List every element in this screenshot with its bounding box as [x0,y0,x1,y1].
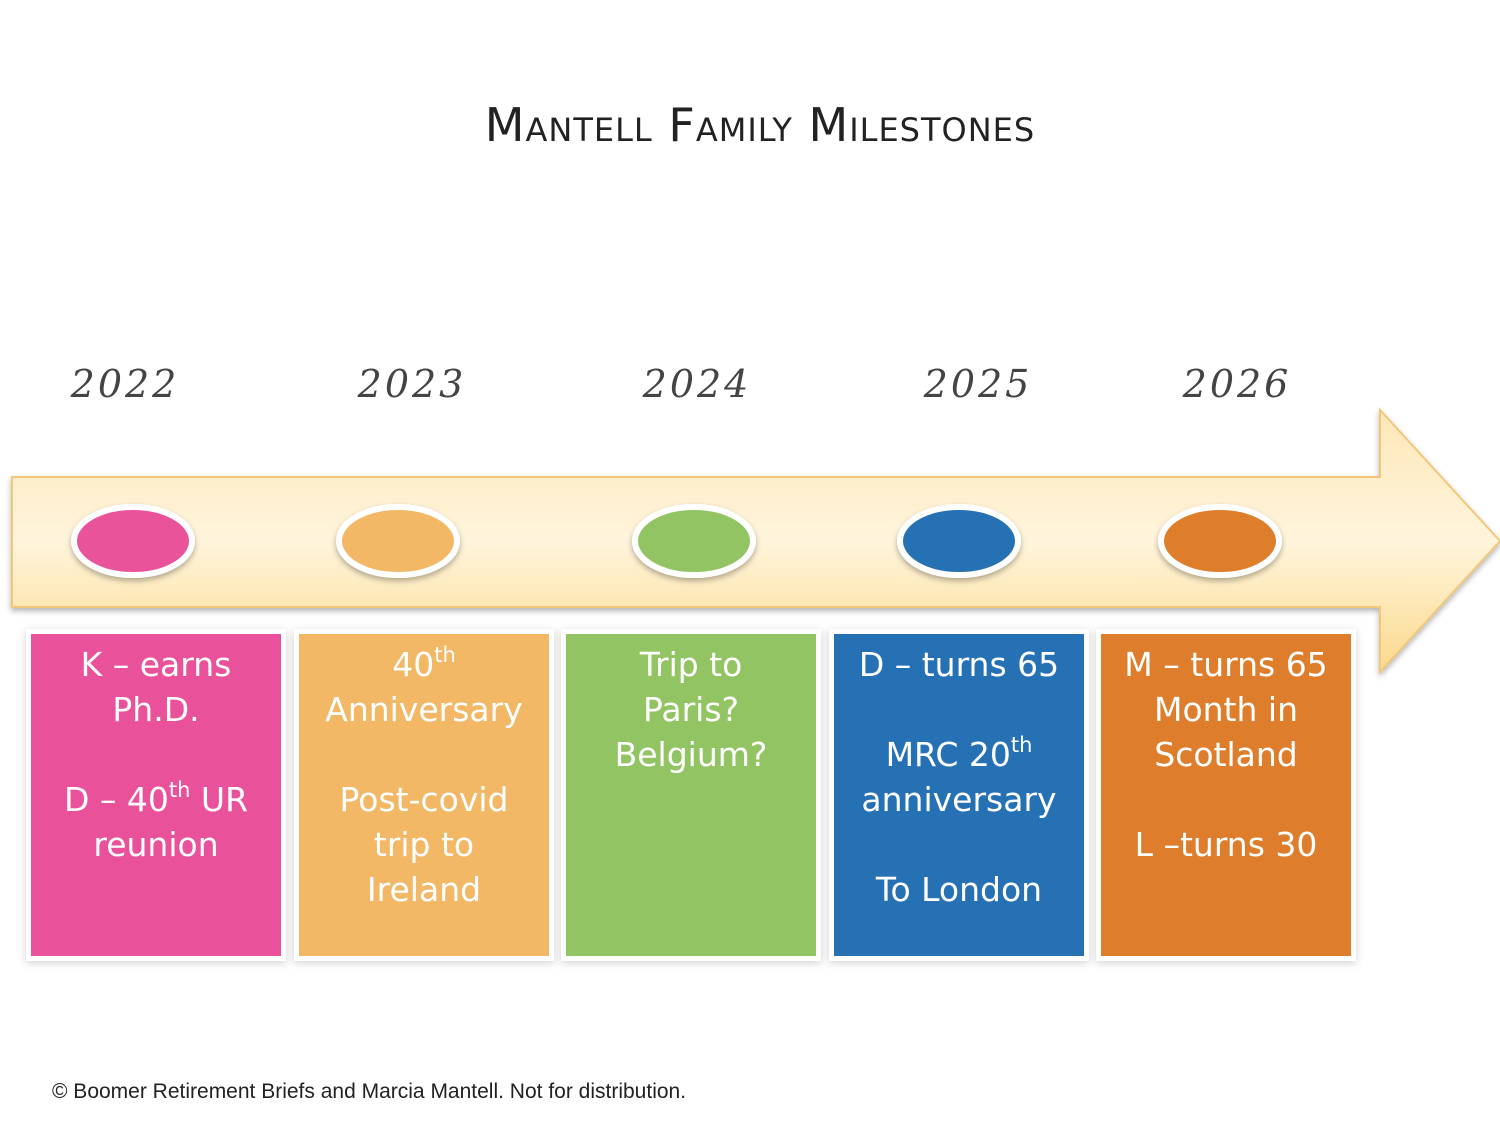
year-label: 2023 [357,362,467,406]
text: reunion [93,825,219,864]
text: L –turns 30 [1134,825,1318,864]
paragraph: 40th Anniversary [299,642,549,732]
text-line: M – turns 65 [1101,642,1351,687]
text-line: reunion [31,822,281,867]
text-line: trip to [299,822,549,867]
text: D – turns 65 [858,645,1060,684]
text-line: 40th [299,642,549,687]
text: UR [190,780,248,819]
text: Trip to [639,645,743,684]
milestone-dot [336,504,460,578]
paragraph: D – 40th UR reunion [31,777,281,867]
text: M – turns 65 [1124,645,1328,684]
paragraph: M – turns 65 Month in Scotland [1101,642,1351,777]
text: 40 [392,645,435,684]
text: D – 40 [63,780,169,819]
text-line: D – 40th UR [31,777,281,822]
text-line: anniversary [834,777,1084,822]
text-line: To London [834,867,1084,912]
text-line: Ph.D. [31,687,281,732]
paragraph: MRC 20th anniversary [834,732,1084,822]
text-line: Paris? [566,687,816,732]
text: Belgium? [614,735,768,774]
year-label: 2026 [1182,362,1292,406]
milestone-card: 40th Anniversary Post-covid trip to Ireland [299,634,549,956]
text-line: K – earns [31,642,281,687]
milestone-dot [1158,504,1282,578]
text: Month in [1153,690,1298,729]
milestone-card: D – turns 65 MRC 20th anniversary To London [834,634,1084,956]
milestone-card: K – earns Ph.D. D – 40th UR reunion [31,634,281,956]
paragraph: Trip to Paris? Belgium? [566,642,816,777]
text: Ireland [366,870,482,909]
milestone-card: Trip to Paris? Belgium? [566,634,816,956]
text-line: L –turns 30 [1101,822,1351,867]
superscript: th [1010,733,1033,757]
milestone-dot [71,504,195,578]
text-line: Month in [1101,687,1351,732]
superscript: th [168,778,191,802]
superscript: th [434,643,456,667]
paragraph: Post-covid trip to Ireland [299,777,549,912]
text: To London [875,870,1043,909]
text: Paris? [642,690,740,729]
paragraph: To London [834,867,1084,912]
year-label: 2024 [642,362,752,406]
text-line: Ireland [299,867,549,912]
text: Scotland [1154,735,1298,774]
year-label: 2025 [923,362,1033,406]
text: trip to [373,825,475,864]
text: Ph.D. [112,690,200,729]
milestone-dot [897,504,1021,578]
paragraph: D – turns 65 [834,642,1084,687]
text: Post-covid [339,780,509,819]
paragraph: K – earns Ph.D. [31,642,281,732]
text-line: Post-covid [299,777,549,822]
milestone-dot [632,504,756,578]
text-line: Anniversary [299,687,549,732]
text-line: Trip to [566,642,816,687]
year-label: 2022 [70,362,180,406]
text: anniversary [861,780,1057,819]
footer: © Boomer Retirement Briefs and Marcia Ma… [52,1080,687,1103]
title: Mantell Family Milestones [484,98,1036,152]
text-line: Scotland [1101,732,1351,777]
text: K – earns [80,645,232,684]
text: MRC 20 [885,735,1011,774]
milestone-card: M – turns 65 Month in Scotland L –turns 30 [1101,634,1351,956]
paragraph: L –turns 30 [1101,822,1351,867]
text-line: MRC 20th [834,732,1084,777]
text-line: D – turns 65 [834,642,1084,687]
text-line: Belgium? [566,732,816,777]
text: Anniversary [325,690,523,729]
